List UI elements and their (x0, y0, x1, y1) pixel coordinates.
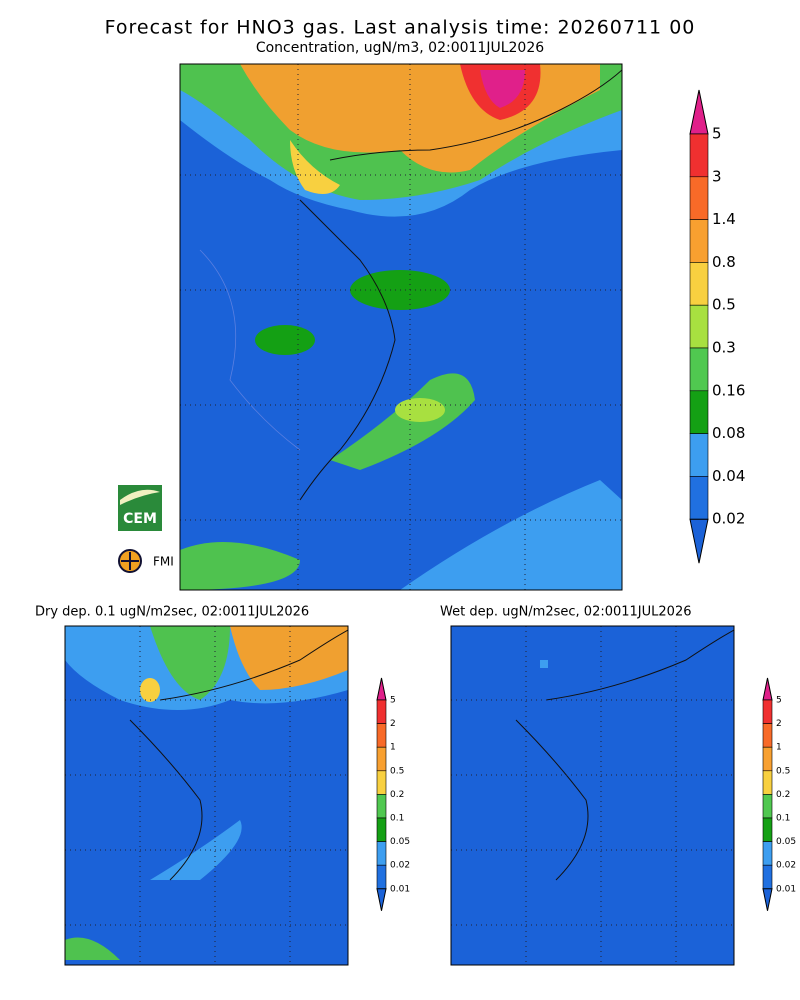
colorbar-label: 2 (776, 719, 782, 729)
cem-label: CEM (123, 511, 157, 527)
colorbar-segment (689, 347, 709, 392)
colorbar-segment (376, 794, 387, 819)
colorbar-bottom (689, 518, 709, 564)
colorbar-label: 1.4 (712, 210, 736, 228)
colorbar-label: 0.8 (712, 253, 736, 271)
colorbar-segment (762, 770, 773, 795)
colorbar-label: 0.1 (776, 814, 790, 824)
colorbar-segment (689, 262, 709, 306)
colorbar-top (762, 677, 773, 701)
colorbar-segment (762, 864, 773, 890)
colorbar-label: 0.02 (776, 861, 796, 871)
colorbar-segment (762, 699, 773, 724)
colorbar-segment (376, 723, 387, 748)
colorbar-segment (376, 841, 387, 866)
colorbar-bottom (762, 888, 773, 911)
colorbar-label: 0.1 (390, 814, 404, 824)
colorbar-label: 0.16 (712, 381, 745, 399)
colorbar-segment (762, 794, 773, 819)
wet-dep-map (451, 626, 734, 965)
colorbar-segment (689, 476, 709, 520)
colorbar-label: 0.5 (776, 766, 790, 776)
colorbar-segment (376, 699, 387, 724)
colorbar-label: 0.08 (712, 424, 745, 442)
subtitle: Concentration, ugN/m3, 02:0011JUL2026 (256, 40, 544, 56)
colorbar-segment (689, 133, 709, 178)
fmi-logo: FMI (118, 549, 174, 573)
colorbar-label: 0.04 (712, 467, 745, 485)
colorbar-label: 0.01 (390, 884, 410, 894)
main-map (180, 64, 622, 590)
colorbar-label: 1 (776, 743, 782, 753)
colorbar-label: 0.2 (776, 790, 790, 800)
colorbar-segment (689, 176, 709, 220)
colorbar-segment (762, 841, 773, 866)
colorbar-segment (376, 746, 387, 772)
colorbar-label: 2 (390, 719, 396, 729)
colorbar-label: 0.2 (390, 790, 404, 800)
colorbar-segment (376, 864, 387, 890)
colorbar-label: 0.5 (390, 766, 404, 776)
colorbar-label: 0.5 (712, 296, 736, 314)
colorbar-label: 0.02 (712, 510, 745, 528)
colorbar-segment (689, 433, 709, 477)
panel-title: Dry dep. 0.1 ugN/m2sec, 02:0011JUL2026 (35, 605, 309, 620)
colorbar-segment (689, 219, 709, 263)
colorbar-label: 1 (390, 743, 396, 753)
panel-title: Wet dep. ugN/m2sec, 02:0011JUL2026 (440, 605, 691, 620)
colorbars: 5 3 1.4 0.8 0.5 0.3 0.16 0.08 0.04 0.02 5 2 1 0.5 0.2 0… (376, 89, 796, 911)
colorbar-top (689, 89, 709, 135)
colorbar-label: 0.02 (390, 861, 410, 871)
colorbar-bottom (376, 888, 387, 911)
colorbar-top (376, 677, 387, 701)
dry-dep-map (65, 626, 348, 965)
colorbar-label: 5 (390, 696, 396, 706)
fmi-label: FMI (153, 555, 174, 569)
cem-logo: CEM (118, 485, 162, 531)
colorbar-label: 5 (712, 125, 722, 143)
colorbar-label: 3 (712, 167, 722, 185)
colorbar-label: 0.01 (776, 884, 796, 894)
colorbar-label: 5 (776, 696, 782, 706)
colorbar-segment (689, 304, 709, 349)
colorbar-segment (762, 817, 773, 842)
colorbar-segment (376, 770, 387, 795)
colorbar-label: 0.3 (712, 339, 736, 357)
colorbar-label: 0.05 (390, 837, 410, 847)
colorbar-label: 0.05 (776, 837, 796, 847)
colorbar-segment (762, 723, 773, 748)
title: Forecast for HNO3 gas. Last analysis tim… (105, 17, 696, 39)
colorbar-segment (762, 746, 773, 772)
colorbar-segment (689, 390, 709, 434)
colorbar-segment (376, 817, 387, 842)
